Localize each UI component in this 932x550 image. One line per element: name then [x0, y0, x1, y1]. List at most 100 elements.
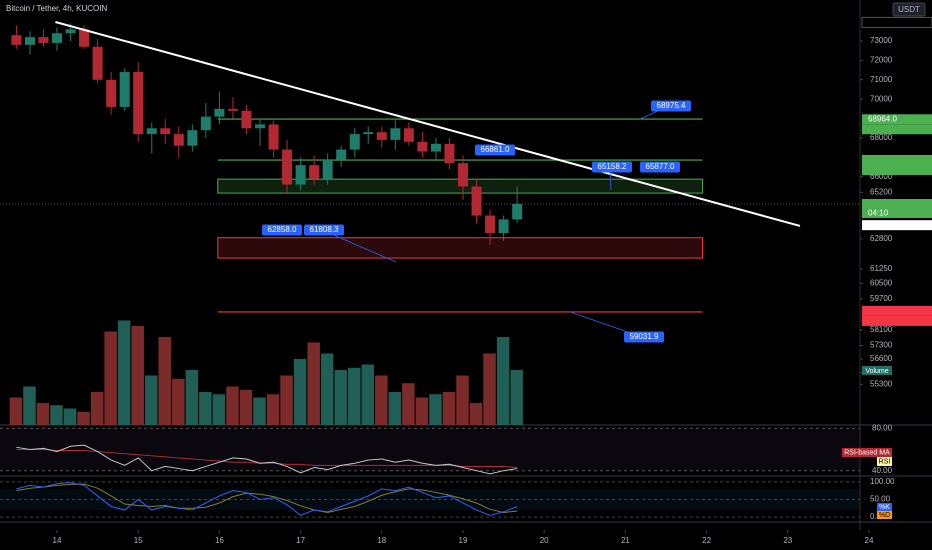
candle-body [471, 186, 482, 216]
candle-body [52, 33, 62, 43]
candle-body [376, 132, 387, 140]
candle-body [173, 134, 184, 146]
volume-tag-bg [862, 366, 892, 375]
price-tag-bg [862, 315, 932, 326]
candle-body [65, 29, 76, 34]
rsi-ma-tag-bg [842, 448, 892, 457]
x-tick-label: 22 [702, 536, 711, 545]
candle-body [322, 159, 333, 179]
zone [217, 237, 704, 259]
volume-bar [63, 408, 77, 425]
rsi-tick-label: 40.00 [872, 466, 893, 475]
candle-body [200, 116, 211, 131]
y-tick-label: 59700 [870, 294, 893, 303]
stoch-k-line [16, 482, 518, 516]
k-tag: %K [879, 504, 890, 511]
currency[interactable]: USDT [898, 5, 920, 14]
price-tag-bg [862, 114, 932, 125]
price-tag-bg [862, 198, 932, 209]
x-tick-label: 21 [621, 536, 630, 545]
candle-body [458, 163, 468, 187]
stoch-tick-label: 100.00 [870, 477, 895, 486]
volume-bar [348, 367, 361, 425]
rsi-ma-tag: RSI-based MA [844, 449, 890, 456]
volume-bar [131, 326, 144, 425]
volume-bar [77, 411, 90, 425]
annotation: 68975.4 [657, 101, 686, 110]
volume-bar [199, 392, 212, 425]
x-tick-label: 17 [296, 536, 305, 545]
rsi-band [0, 428, 860, 471]
countdown: 04:10 [868, 209, 889, 218]
price-tag-bg [861, 16, 932, 28]
volume-bar [429, 394, 442, 425]
candle-body [11, 35, 22, 45]
annotation: 65877.0 [646, 162, 675, 171]
candle-body [241, 110, 252, 129]
rsi-tick-label: 80.00 [872, 423, 893, 432]
candle-body [512, 203, 523, 220]
volume-bar [510, 370, 523, 425]
candle-body [403, 128, 414, 142]
x-tick-label: 24 [865, 536, 874, 545]
annotation-bg [304, 224, 344, 236]
rsi-tag: RSI [879, 458, 891, 465]
annotation-bg [592, 161, 632, 173]
volume-bar [172, 378, 185, 425]
volume-bar [50, 405, 63, 425]
d-tag-bg [877, 511, 892, 519]
candle-body [349, 134, 360, 150]
x-tick-label: 14 [53, 536, 62, 545]
volume-tag: Volume [865, 368, 888, 375]
k-tag-bg [877, 503, 892, 511]
candle-body [255, 124, 265, 129]
volume-bar [104, 331, 117, 425]
x-tick-label: 16 [215, 536, 224, 545]
volume-bar [145, 375, 158, 425]
price-tag-bg [862, 165, 932, 176]
annotation: 65158.2 [598, 162, 627, 171]
candle-body [485, 215, 496, 234]
volume-bar [361, 364, 374, 425]
volume-bar [23, 386, 36, 425]
candle-body [336, 149, 347, 160]
candle-body [187, 130, 198, 146]
currency-button[interactable] [892, 2, 926, 17]
y-tick-label: 55300 [870, 379, 893, 388]
candle-body [430, 143, 441, 152]
d-tag: %D [879, 512, 890, 519]
candle-body [227, 108, 238, 111]
volume-bar [469, 403, 483, 425]
x-tick-label: 18 [377, 536, 386, 545]
volume-bar [307, 342, 320, 425]
volume-bar [90, 392, 104, 425]
annotation-bg [651, 100, 691, 112]
trendline [55, 21, 801, 227]
volume-bar [442, 392, 456, 425]
volume-bar [226, 386, 239, 425]
stoch-d-line [16, 483, 518, 514]
candle-body [79, 29, 90, 47]
y-tick-label: 73000 [870, 36, 893, 45]
annotation-bg [475, 144, 515, 156]
chart-title: Bitcoin / Tether, 4h, KUCOIN [6, 4, 107, 13]
volume-bar [456, 375, 469, 425]
candle-body [295, 165, 306, 185]
candle-body [444, 143, 455, 164]
volume-bar [483, 353, 496, 425]
y-tick-label: 70000 [870, 94, 893, 103]
price-tag-bg [862, 155, 932, 166]
x-tick-label: 19 [459, 536, 468, 545]
y-tick-label: 56600 [870, 354, 893, 363]
volume-bar [185, 370, 199, 425]
price-tag: 68964.0 [868, 114, 897, 123]
annotation: 59031.9 [630, 332, 659, 341]
price-tag-bg [862, 124, 932, 135]
volume-bar [375, 375, 388, 425]
candle-body [268, 124, 279, 150]
volume-bar [402, 383, 415, 425]
annotation: 62858.0 [268, 225, 297, 234]
y-tick-label: 57300 [870, 341, 893, 350]
candle-body [309, 165, 320, 179]
